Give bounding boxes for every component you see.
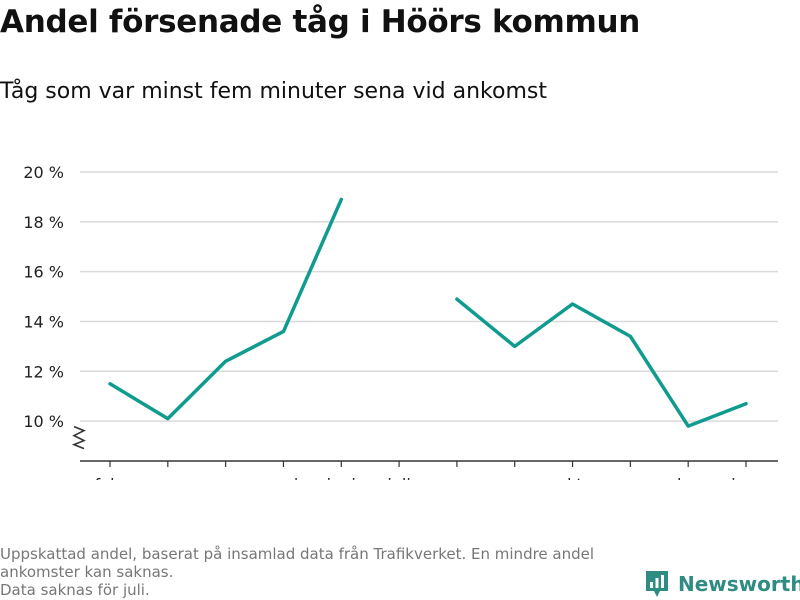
y-axis: 10 % 12 % 14 % 16 % 18 % 20 % [23,163,86,450]
footnote: Uppskattad andel, baserat på insamlad da… [0,545,630,599]
x-tick-label: sep. [498,475,531,480]
newsworthy-logo-icon [646,571,668,597]
data-series [108,197,748,428]
footnote-line-3: Data saknas för juli. [0,581,150,599]
x-tick-label: dec. [671,475,705,480]
axis-break-mark [71,425,86,450]
x-tick-label: juli [386,475,410,480]
chart-subtitle: Tåg som var minst fem minuter sena vid a… [0,79,547,104]
y-tick-label: 16 % [23,263,64,282]
x-tick-label: maj [269,475,299,480]
x-tick-label: mars [148,475,188,480]
x-tick-label: juni [326,475,356,480]
series-line-segment [108,197,344,421]
gridlines [80,171,778,422]
y-tick-label: 12 % [23,362,64,381]
brand-name: Newsworthy [678,572,800,596]
x-axis: feb. mars apr. maj juni juli aug. sep. okt. nov. d… [80,460,778,480]
x-tick-label: nov. [614,475,647,480]
y-tick-label: 14 % [23,312,64,331]
brand-logo: Newsworthy [644,569,800,599]
x-tick-label: jan. [730,475,760,480]
footnote-line-1: Uppskattad andel, baserat på insamlad da… [0,545,595,563]
y-tick-label: 20 % [23,163,64,182]
footnote-line-2: ankomster kan saknas. [0,563,174,581]
chart-title: Andel försenade tåg i Höörs kommun [0,4,641,40]
y-tick-label: 18 % [23,213,64,232]
x-tick-label: apr. [211,475,241,480]
series-line-segment [455,297,748,428]
x-tick-label: okt. [557,475,587,480]
x-tick-label: feb. [95,475,126,480]
line-chart: 10 % 12 % 14 % 16 % 18 % 20 % feb. mars apr. maj… [23,163,778,480]
x-tick-label: aug. [439,475,474,480]
y-tick-label: 10 % [23,412,64,431]
